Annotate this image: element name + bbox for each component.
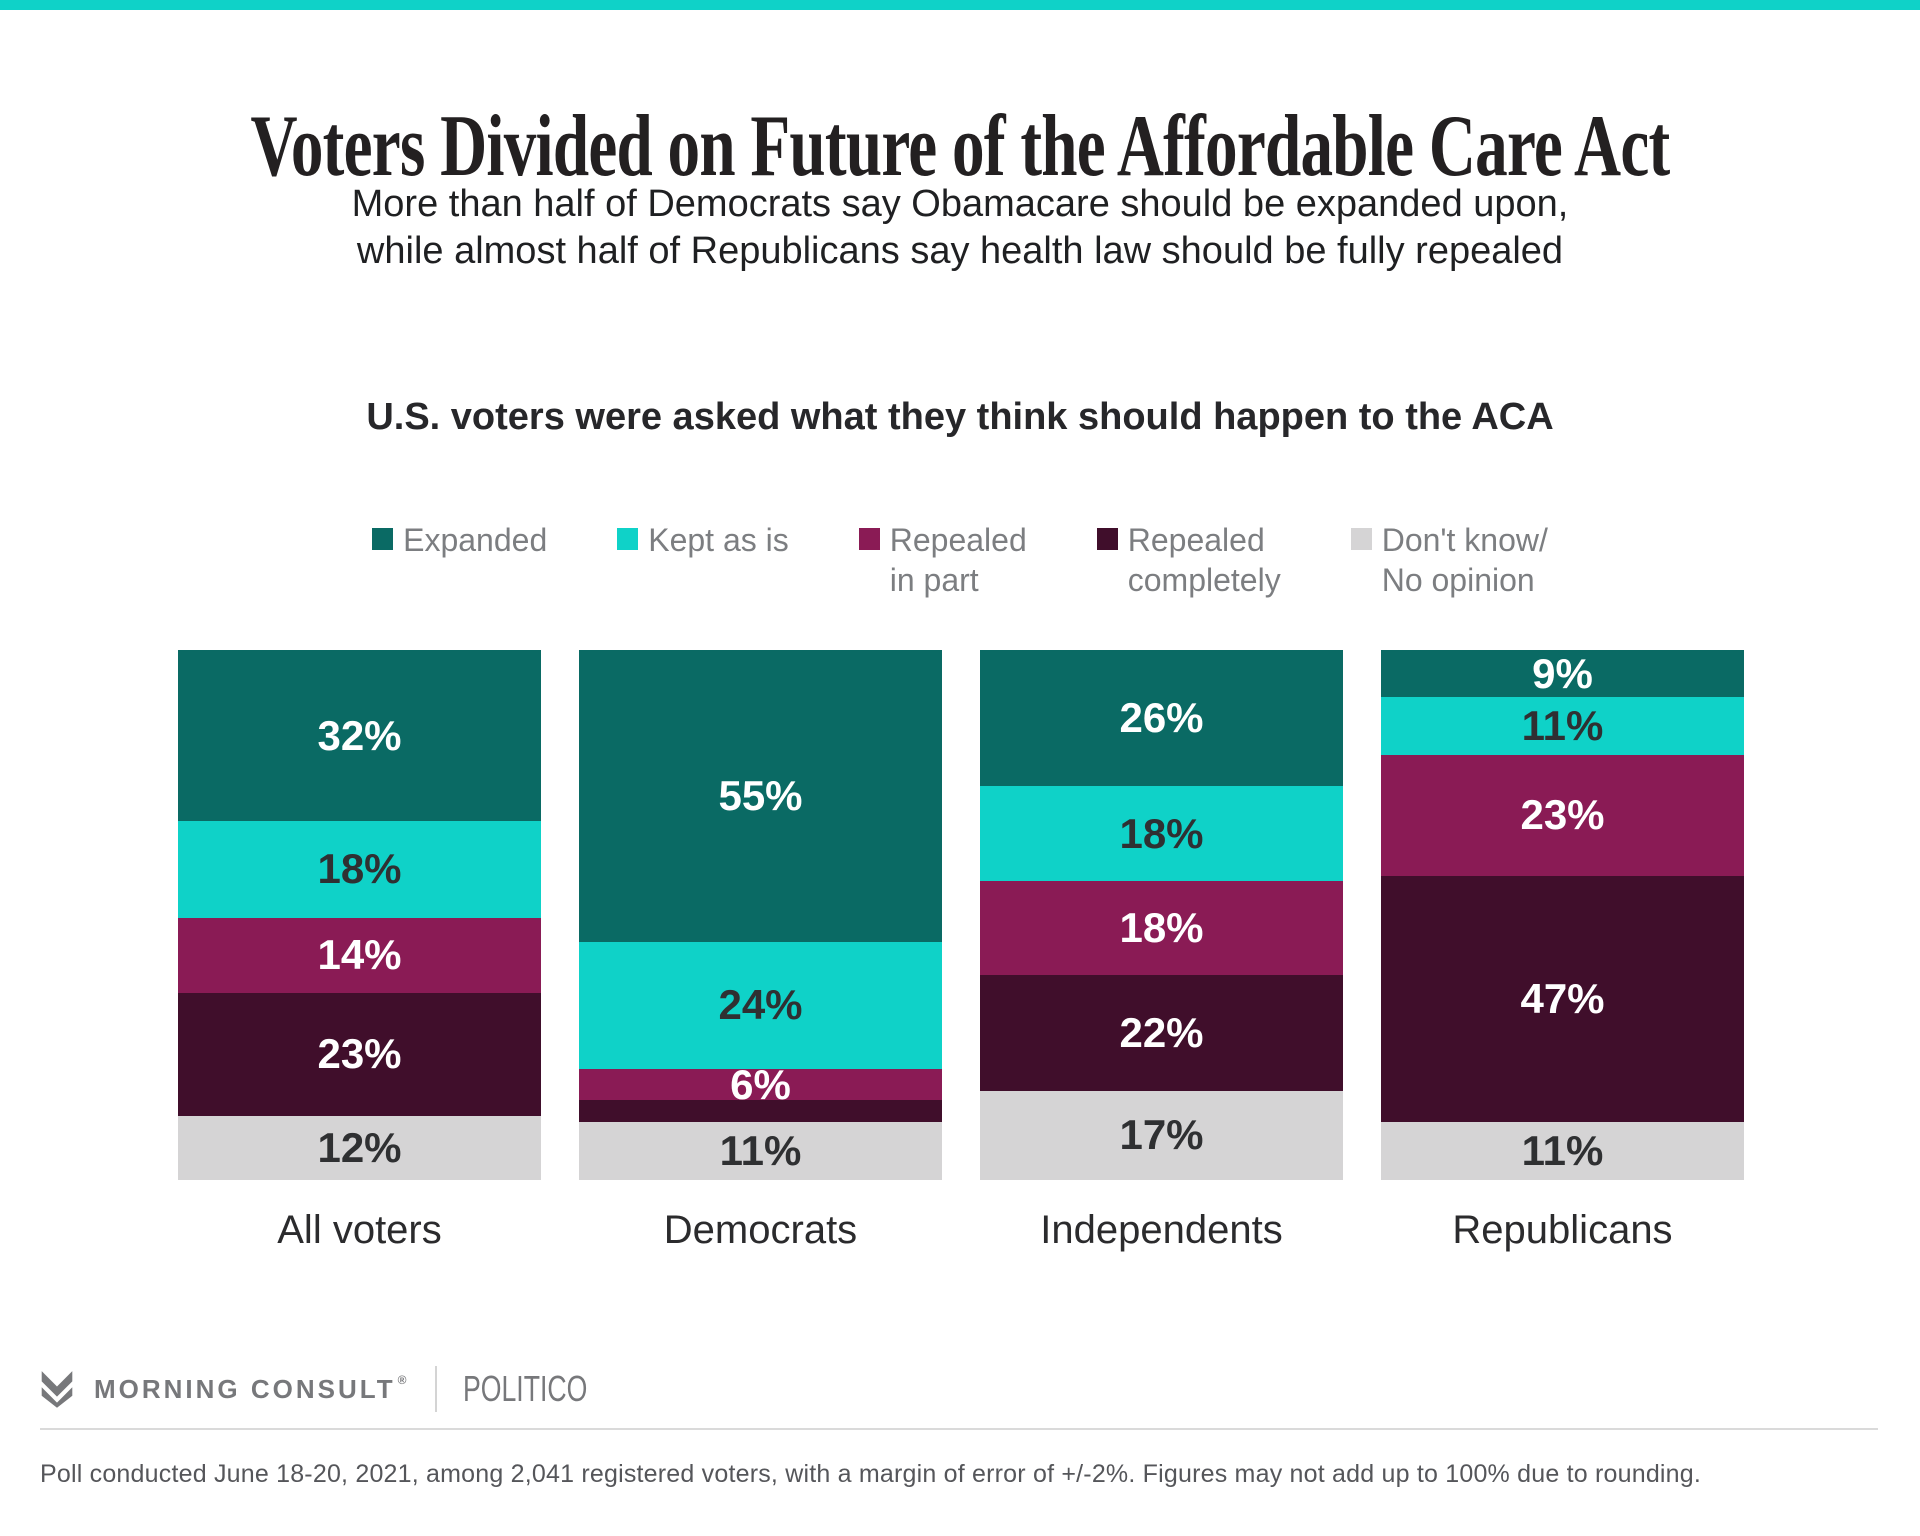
bar-stack-democrats: 55% 24% 6% 11% (579, 650, 942, 1180)
brand-accent-stripe (0, 0, 1920, 10)
segment-value-democrats-don-t-know-no-opinion: 11% (719, 1126, 802, 1174)
segment-independents-repealed-in-part: 18% (980, 880, 1343, 976)
legend-label-don-t-know-no-opinion: Don't know/No opinion (1381, 522, 1548, 598)
segment-democrats-repealed-completely (579, 1100, 942, 1122)
segment-republicans-expanded: 9% (1381, 649, 1744, 698)
segment-value-independents-don-t-know-no-opinion: 17% (1119, 1111, 1204, 1159)
segment-value-all-voters-kept-as-is: 18% (317, 845, 402, 893)
segment-independents-repealed-completely: 22% (980, 975, 1343, 1091)
segment-value-republicans-don-t-know-no-opinion: 11% (1521, 1127, 1604, 1175)
segment-value-all-voters-don-t-know-no-opinion: 12% (317, 1123, 402, 1171)
segment-value-democrats-expanded: 55% (718, 771, 803, 819)
politico-wordmark: POLITICO (463, 1368, 588, 1409)
segment-all-voters-expanded: 32% (178, 650, 541, 822)
segment-democrats-kept-as-is: 24% (579, 941, 942, 1069)
bar-independents: 26% 18% 18% 22% 17% Independents (980, 650, 1343, 1252)
morning-consult-wordmark: MORNING CONSULT ® (94, 1373, 410, 1404)
segment-republicans-don-t-know-no-opinion: 11% (1381, 1122, 1744, 1180)
segment-value-all-voters-expanded: 32% (317, 711, 402, 759)
footer-logos: MORNING CONSULT ® POLITICO (40, 1366, 632, 1412)
bar-stack-all-voters: 32% 18% 14% 23% 12% (178, 650, 541, 1180)
legend-swatch-repealed-in-part (858, 528, 880, 550)
legend-item-repealed-completely: Repealed completely (1096, 520, 1281, 600)
segment-value-independents-repealed-in-part: 18% (1119, 904, 1204, 952)
bar-chart: 32% 18% 14% 23% 12% All voters 55% 24% 6% 11% Demo… (178, 650, 1744, 1252)
legend-item-kept-as-is: Kept as is (617, 520, 789, 560)
segment-all-voters-repealed-completely: 23% (178, 992, 541, 1116)
segment-all-voters-kept-as-is: 18% (178, 821, 541, 918)
legend-label-repealed-in-part: Repealed in part (889, 522, 1027, 598)
segment-democrats-don-t-know-no-opinion: 11% (579, 1121, 942, 1180)
segment-value-independents-repealed-completely: 22% (1119, 1009, 1204, 1057)
legend-item-don-t-know-no-opinion: Don't know/No opinion (1350, 520, 1548, 600)
legend-swatch-don-t-know-no-opinion (1350, 528, 1372, 550)
legend-item-repealed-in-part: Repealed in part (858, 520, 1027, 600)
legend-label-expanded: Expanded (403, 522, 548, 558)
legend-label-kept-as-is: Kept as is (648, 522, 789, 558)
legend-label-repealed-completely: Repealed completely (1127, 522, 1281, 598)
page-subtitle: More than half of Democrats say Obamacar… (0, 181, 1920, 275)
page-title: Voters Divided on Future of the Affordab… (250, 98, 1671, 195)
segment-democrats-repealed-in-part: 6% (579, 1063, 942, 1105)
segment-all-voters-don-t-know-no-opinion: 12% (178, 1115, 541, 1180)
segment-value-democrats-repealed-in-part: 6% (730, 1060, 791, 1108)
segment-republicans-kept-as-is: 11% (1381, 697, 1744, 755)
bar-democrats: 55% 24% 6% 11% Democrats (579, 650, 942, 1252)
bar-all-voters: 32% 18% 14% 23% 12% All voters (178, 650, 541, 1252)
registered-mark: ® (397, 1373, 410, 1387)
bar-stack-republicans: 9% 11% 23% 47% 11% (1381, 650, 1744, 1180)
category-label-independents: Independents (1040, 1208, 1283, 1252)
chart-legend: Expanded Kept as is Repealed in part Repeale… (0, 520, 1920, 600)
legend-swatch-expanded (372, 528, 394, 550)
bar-republicans: 9% 11% 23% 47% 11% Republicans (1381, 650, 1744, 1252)
methodology-note: Poll conducted June 18-20, 2021, among 2… (40, 1460, 1702, 1488)
segment-independents-don-t-know-no-opinion: 17% (980, 1090, 1343, 1180)
legend-item-expanded: Expanded (372, 520, 547, 560)
segment-value-all-voters-repealed-in-part: 14% (317, 931, 402, 979)
segment-value-independents-expanded: 26% (1119, 694, 1204, 742)
morning-consult-logo-icon (40, 1370, 74, 1408)
segment-democrats-expanded: 55% (579, 650, 942, 942)
legend-swatch-kept-as-is (617, 528, 639, 550)
segment-value-democrats-kept-as-is: 24% (718, 981, 803, 1029)
segment-value-republicans-expanded: 9% (1532, 649, 1593, 697)
segment-republicans-repealed-in-part: 23% (1381, 754, 1744, 876)
category-label-all-voters: All voters (277, 1208, 442, 1252)
segment-value-republicans-kept-as-is: 11% (1521, 702, 1604, 750)
bar-stack-independents: 26% 18% 18% 22% 17% (980, 650, 1343, 1180)
subtitle-line-1: More than half of Democrats say Obamacar… (351, 183, 1569, 225)
segment-value-all-voters-repealed-completely: 23% (317, 1030, 402, 1078)
segment-value-republicans-repealed-in-part: 23% (1520, 791, 1605, 839)
segment-independents-expanded: 26% (980, 650, 1343, 787)
segment-value-republicans-repealed-completely: 47% (1520, 974, 1605, 1022)
segment-republicans-repealed-completely: 47% (1381, 875, 1744, 1123)
segment-value-independents-kept-as-is: 18% (1119, 809, 1204, 857)
category-label-republicans: Republicans (1452, 1208, 1673, 1252)
logo-divider (435, 1366, 438, 1412)
category-label-democrats: Democrats (663, 1208, 858, 1252)
segment-independents-kept-as-is: 18% (980, 786, 1343, 881)
footer-divider-rule (40, 1428, 1878, 1430)
subtitle-line-2: while almost half of Republicans say hea… (356, 230, 1564, 272)
legend-swatch-repealed-completely (1096, 528, 1118, 550)
segment-all-voters-repealed-in-part: 14% (178, 917, 541, 993)
chart-question: U.S. voters were asked what they think s… (366, 396, 1554, 438)
